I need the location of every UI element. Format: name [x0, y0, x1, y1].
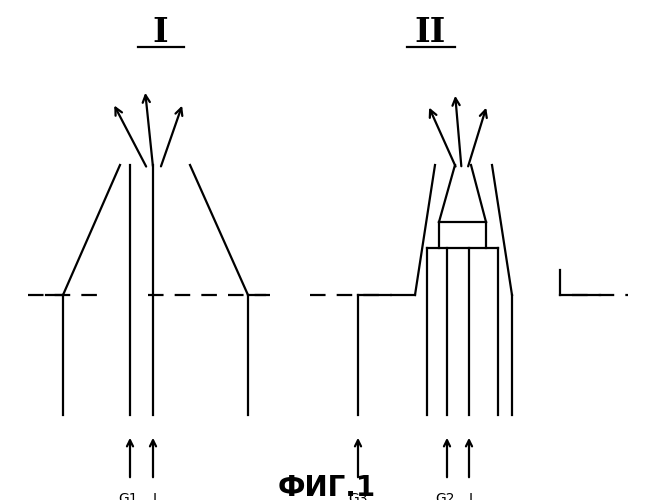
- Text: L: L: [469, 492, 477, 500]
- Text: G2: G2: [436, 492, 455, 500]
- Text: I: I: [152, 16, 168, 48]
- Text: G1: G1: [118, 492, 138, 500]
- Text: II: II: [415, 16, 445, 48]
- Text: ФИГ.1: ФИГ.1: [278, 474, 376, 500]
- Text: G3: G3: [348, 492, 367, 500]
- Text: L: L: [153, 492, 161, 500]
